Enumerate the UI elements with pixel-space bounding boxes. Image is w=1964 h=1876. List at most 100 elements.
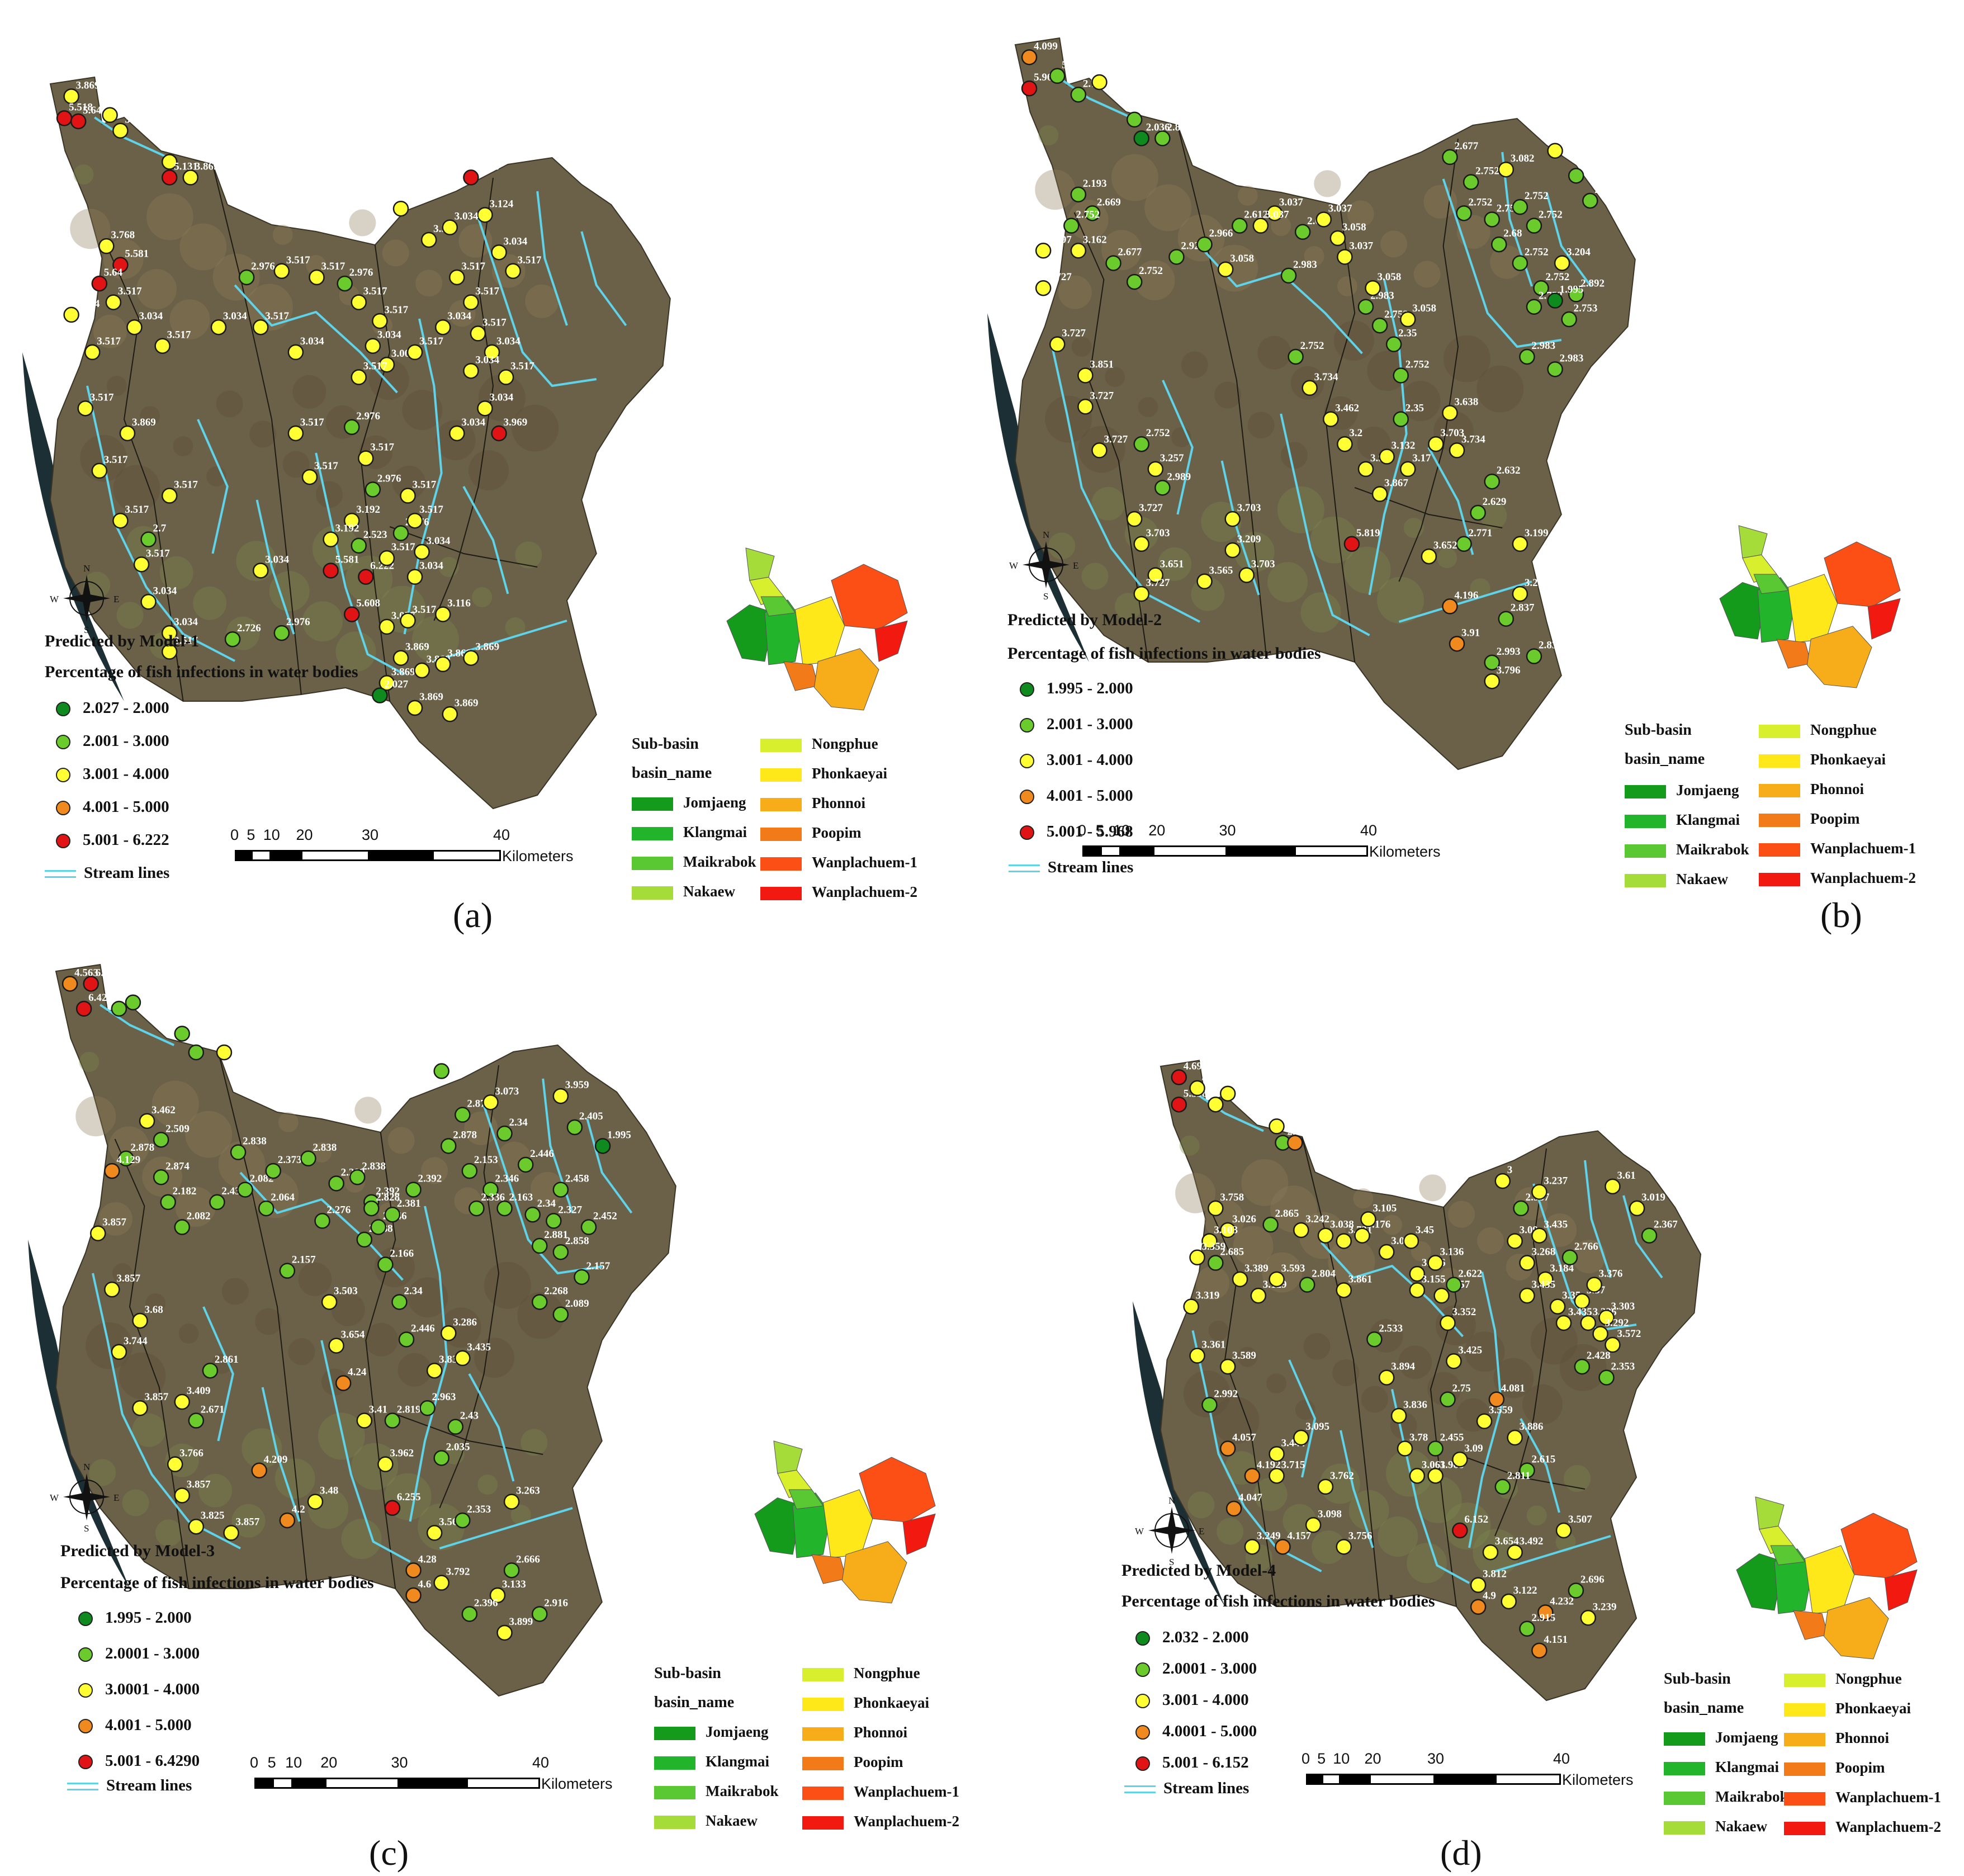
stream-swatch-icon <box>1124 1785 1156 1794</box>
legend-subtitle: Percentage of fish infections in water b… <box>1121 1592 1435 1610</box>
territory-shape <box>1160 1060 1702 1702</box>
terrain-blotch <box>468 450 509 491</box>
sample-point <box>133 556 150 573</box>
basin-swatch-icon <box>802 1697 844 1711</box>
sample-point <box>406 569 423 585</box>
sample-label: 2.865 <box>1275 1208 1299 1220</box>
sample-label: 3.352 <box>1452 1306 1476 1318</box>
sample-point <box>1224 511 1241 527</box>
sample-point <box>1336 1233 1352 1249</box>
sample-label: 3.034 <box>496 335 520 347</box>
terrain-blotch <box>221 1278 249 1305</box>
sample-label: 3.517 <box>90 391 114 403</box>
sample-label: 3.825 <box>201 1510 225 1521</box>
terrain-blotch <box>392 465 426 499</box>
sample-label: 2.182 <box>173 1185 197 1197</box>
sample-label: 3.703 <box>1237 502 1261 514</box>
sample-label: 3.073 <box>495 1085 519 1097</box>
subbasin-item: Wanplachuem-2 <box>1759 870 1916 887</box>
sample-point <box>1470 1577 1487 1593</box>
sample-point <box>1561 1249 1578 1266</box>
inset-basin <box>1867 598 1901 640</box>
basin-swatch-icon <box>1784 1673 1825 1687</box>
terrain-blotch <box>70 209 111 249</box>
sample-label: 3.727 <box>1104 433 1128 445</box>
sample-label: 3.715 <box>1281 1459 1305 1471</box>
sample-point <box>238 269 255 286</box>
terrain-blotch <box>1476 365 1524 413</box>
terrain-blotch <box>515 541 542 569</box>
sample-point <box>1574 1293 1591 1310</box>
subbasin-field: basin_name <box>1625 750 1705 768</box>
sample-label: 2.75 <box>1452 1383 1470 1395</box>
sample-label: 3.389 <box>1244 1263 1269 1274</box>
terrain-blotch <box>1257 335 1291 370</box>
sample-label: 3.435 <box>467 1341 491 1353</box>
sample-label: 2.446 <box>530 1148 554 1160</box>
sample-point <box>1147 461 1164 478</box>
sample-label: 2.983 <box>1293 259 1317 271</box>
terrain-blotch <box>365 1322 399 1357</box>
sample-label: 3.886 <box>1520 1421 1544 1433</box>
sample-label: 3.019 <box>1641 1192 1665 1203</box>
subbasin-boundary <box>433 177 494 621</box>
legend-dot-icon <box>78 1647 93 1662</box>
inset-basin <box>1753 574 1789 594</box>
sample-point <box>1547 143 1563 159</box>
inset-basin <box>1823 1597 1889 1660</box>
sample-label: 2.811 <box>1507 1470 1531 1482</box>
sample-label: 5.581 <box>335 554 359 565</box>
terrain-blotch <box>382 239 409 267</box>
terrain-blotch <box>1105 367 1125 387</box>
sample-point <box>496 1125 513 1142</box>
terrain-blotch <box>1280 442 1308 469</box>
sample-label: 3.869 <box>405 641 429 653</box>
terrain-blotch <box>1158 547 1192 581</box>
sample-label: 4.2 <box>292 1504 305 1515</box>
sample-point <box>484 344 500 361</box>
panel-a: 3.869 5.518 5.64 3.517 3.034 3.869 5.131 3.869 3… <box>0 0 982 938</box>
terrain-blotch <box>1211 244 1258 292</box>
inset-basin <box>1884 1569 1918 1611</box>
sample-label: 2.752 <box>1594 184 1618 196</box>
sample-label: 3.517 <box>391 541 415 553</box>
sample-label: 2.34 <box>404 1285 423 1297</box>
sample-point <box>1288 348 1304 365</box>
sample-point <box>1531 1184 1547 1200</box>
terrain-blotch <box>1414 1476 1462 1523</box>
sample-label: 3.517 <box>300 417 324 428</box>
sample-point <box>1354 1227 1370 1244</box>
subbasin-item: Klangmai <box>654 1753 769 1770</box>
sample-label: 3.034 <box>419 560 443 572</box>
sample-point <box>1208 1255 1224 1271</box>
terrain-blotch <box>73 164 94 185</box>
sample-point <box>1269 1271 1285 1288</box>
sample-label: 3.061 <box>1422 1459 1446 1471</box>
sample-label: 2.915 <box>1532 1612 1556 1624</box>
north-arrow-icon: N S W E <box>50 563 119 635</box>
stream-swatch-icon <box>67 1783 98 1791</box>
sample-label: 3.162 <box>1083 234 1107 245</box>
sample-point <box>1427 1255 1444 1271</box>
subbasin-boundary <box>439 1065 500 1509</box>
sample-label: 4.081 <box>1501 1383 1525 1395</box>
sample-label: 5.131 <box>174 160 198 172</box>
sample-point <box>251 1462 267 1479</box>
sample-point <box>1293 1429 1309 1446</box>
sample-label: 2.373 <box>278 1154 302 1166</box>
scale-bar <box>235 850 501 861</box>
sample-label: 3.517 <box>115 98 139 110</box>
terrain-blotch <box>1111 154 1158 201</box>
sample-label: 3.61 <box>1617 1170 1635 1182</box>
inset-basin <box>1840 1513 1918 1579</box>
inset-basin <box>745 547 775 581</box>
sample-point <box>1252 218 1269 234</box>
sample-label: 3.268 <box>1532 1246 1556 1258</box>
sample-label: 2.089 <box>565 1298 589 1310</box>
inset-basin <box>1806 626 1872 688</box>
sample-point <box>104 1163 120 1179</box>
sample-point <box>1393 367 1409 384</box>
sample-point <box>1021 80 1038 97</box>
sample-point <box>463 363 479 379</box>
subbasin-item: Wanplachuem-2 <box>1784 1818 1941 1836</box>
